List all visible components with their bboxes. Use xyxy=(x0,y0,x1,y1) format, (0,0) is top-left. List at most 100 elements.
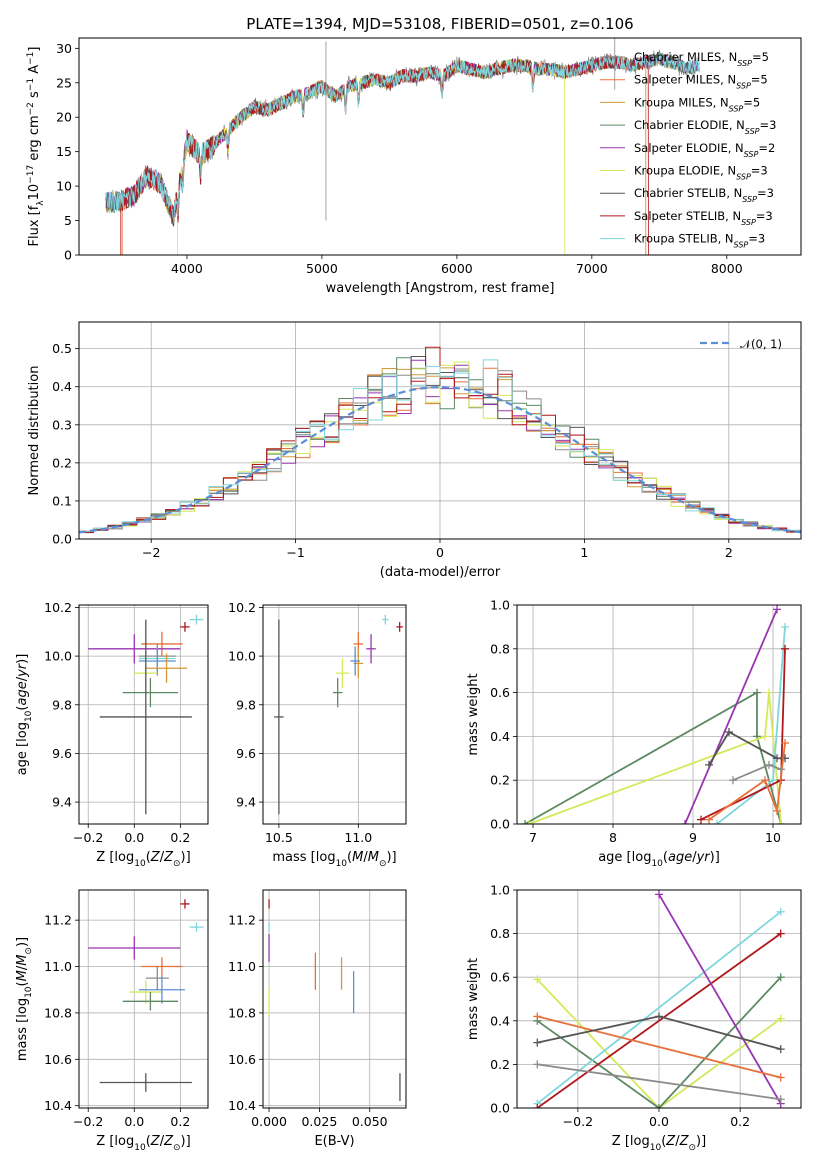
axes-frame xyxy=(78,321,802,540)
plot-area xyxy=(105,38,701,255)
y-axis-label: Flux [fλ10−17 erg cm−2 s−1 A−1] xyxy=(26,47,46,247)
spectrum-line xyxy=(105,51,701,224)
y-axis-label: age [log10(age/yr)] xyxy=(15,654,34,776)
plot-area xyxy=(521,605,789,824)
x-tick-label: 0.2 xyxy=(170,1114,190,1129)
y-tick-label: 0.8 xyxy=(490,641,510,656)
series-marker xyxy=(773,806,781,815)
y-tick-label: 0.1 xyxy=(52,493,72,508)
y-tick-label: 10 xyxy=(56,179,72,194)
y-tick-label: 11.0 xyxy=(44,959,72,974)
series-line xyxy=(536,978,782,1108)
y-tick-label: 0.2 xyxy=(490,773,510,788)
series-marker xyxy=(765,760,773,769)
x-tick-label: 0.0 xyxy=(124,830,144,845)
spectrum-line xyxy=(177,58,566,255)
legend-label: Kroupa ELODIE, NSSP=3 xyxy=(634,164,768,182)
y-tick-label: 10.8 xyxy=(44,1005,72,1020)
series-marker xyxy=(761,776,769,785)
y-tick-label: 9.8 xyxy=(52,697,72,712)
series-line xyxy=(537,1015,781,1079)
series-line xyxy=(536,976,782,1108)
x-axis-label: age [log10(age/yr)] xyxy=(598,850,720,869)
series-marker xyxy=(769,776,777,785)
y-tick-label: 0.0 xyxy=(490,817,510,832)
series-marker xyxy=(533,1038,542,1047)
series-marker xyxy=(681,820,689,824)
histogram-step xyxy=(79,346,801,539)
panel-8: −0.2 0.0 0.2 0.0 0.2 0.4 0.6 0.8 1.0 Z [log10(Z/Z… xyxy=(466,883,802,1153)
series-marker xyxy=(761,732,769,741)
x-tick-label: 0 xyxy=(436,545,444,560)
y-tick-label: 0.4 xyxy=(490,1013,510,1028)
series-marker xyxy=(705,815,713,824)
x-tick-label: 0.025 xyxy=(301,1114,337,1129)
series-marker xyxy=(725,728,733,737)
y-tick-label: 0.0 xyxy=(490,1101,510,1116)
panel-4: 10.5 11.0 9.4 9.6 9.8 10.0 10.2 mass [log10(M/M… xyxy=(228,600,407,869)
y-tick-label: 1.0 xyxy=(490,598,510,613)
legend-label: Salpeter MILES, NSSP=5 xyxy=(634,73,768,91)
y-tick-label: 0.2 xyxy=(490,1057,510,1072)
series-marker xyxy=(776,929,785,938)
legend-label: Chabrier STELIB, NSSP=3 xyxy=(634,186,774,204)
y-tick-label: 1.0 xyxy=(490,883,510,898)
y-tick-label: 9.4 xyxy=(236,795,256,810)
series-marker xyxy=(521,820,529,824)
histogram-step xyxy=(79,359,801,539)
y-tick-label: 0 xyxy=(64,248,72,263)
x-tick-label: 2 xyxy=(725,545,733,560)
legend: 𝒩(0, 1) xyxy=(700,337,782,351)
y-tick-label: 0.4 xyxy=(52,379,72,394)
panel-2: −2 −1 0 1 2 0.0 0.1 0.2 0.3 0.4 0.5 (data-model)/er… xyxy=(27,321,802,580)
plot-area xyxy=(268,899,401,1102)
series-marker xyxy=(753,688,761,697)
series-line xyxy=(536,911,782,1105)
plot-area xyxy=(533,890,785,1108)
legend-label: Kroupa STELIB, NSSP=3 xyxy=(634,232,765,250)
y-tick-label: 11.2 xyxy=(228,913,256,928)
panel-5: 7 8 9 10 0.0 0.2 0.4 0.6 0.8 1.0 age [log10(age/yr… xyxy=(466,598,802,869)
series-marker xyxy=(776,973,785,982)
x-tick-label: 8 xyxy=(609,830,617,845)
legend-label: Salpeter STELIB, NSSP=3 xyxy=(634,209,773,227)
y-tick-label: 10.4 xyxy=(44,1098,72,1113)
series-marker xyxy=(777,765,785,774)
y-tick-label: 0.6 xyxy=(490,970,510,985)
x-tick-label: 10.5 xyxy=(265,830,293,845)
y-tick-label: 0.4 xyxy=(490,729,510,744)
series-marker xyxy=(525,820,533,824)
series-line xyxy=(684,609,778,824)
x-tick-label: 6000 xyxy=(441,261,473,276)
panel-1: 4000 5000 6000 7000 8000 0 5 10 15 20 25 30 waveleng… xyxy=(26,37,802,296)
series-marker xyxy=(776,1014,785,1023)
x-tick-label: 7 xyxy=(529,830,537,845)
plot-area xyxy=(88,614,204,815)
x-tick-label: 0.050 xyxy=(352,1114,388,1129)
series-marker xyxy=(776,907,785,916)
x-tick-label: 0.2 xyxy=(170,830,190,845)
series-line xyxy=(536,932,782,1108)
series-marker xyxy=(533,975,542,984)
y-tick-label: 10.2 xyxy=(228,600,256,615)
x-tick-label: −0.2 xyxy=(73,1114,103,1129)
figure-title: PLATE=1394, MJD=53108, FIBERID=0501, z=0… xyxy=(246,15,633,33)
y-tick-label: 0.0 xyxy=(52,532,72,547)
x-axis-label: mass [log10(M/M⊙)] xyxy=(272,850,396,869)
series-marker xyxy=(697,815,705,824)
x-tick-label: 0.0 xyxy=(649,1114,669,1129)
series-marker xyxy=(781,622,789,631)
series-marker xyxy=(655,1104,663,1108)
y-tick-label: 9.6 xyxy=(236,746,256,761)
axes-frame xyxy=(516,889,802,1109)
axes-frame xyxy=(516,604,802,825)
x-tick-label: −0.2 xyxy=(563,1114,593,1129)
y-tick-label: 10.0 xyxy=(228,649,256,664)
y-tick-label: 10.0 xyxy=(44,649,72,664)
x-axis-label: (data-model)/error xyxy=(380,565,501,580)
y-tick-label: 10.6 xyxy=(44,1052,72,1067)
series-marker xyxy=(781,738,789,747)
series-line xyxy=(537,1063,781,1101)
series-marker xyxy=(655,1012,663,1021)
x-tick-label: 1 xyxy=(580,545,588,560)
